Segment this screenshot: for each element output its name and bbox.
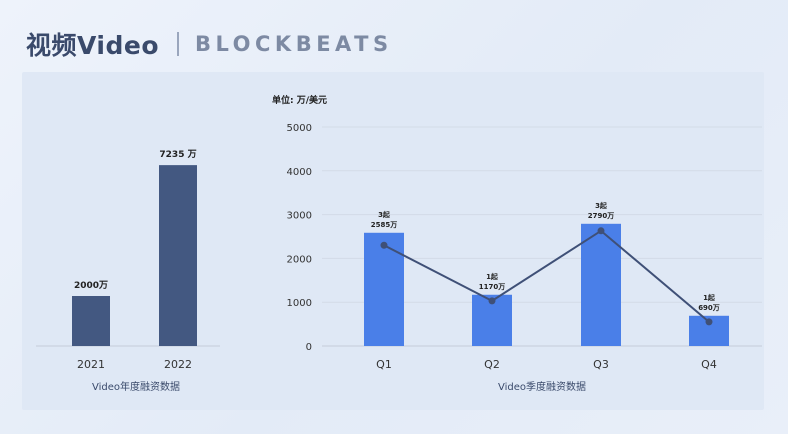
- y-tick-label-1000: 1000: [287, 298, 312, 309]
- trend-point-Q4: [705, 318, 713, 326]
- chart-panel: 2000万 2021 7235 万 2022 Video年度融资数据 单位: 万/美元 0…: [22, 72, 764, 410]
- amount-label-Q2: 1170万: [479, 283, 505, 291]
- trend-point-Q1: [380, 241, 388, 249]
- y-tick-label-4000: 4000: [287, 167, 312, 178]
- amount-label-Q3: 2790万: [588, 212, 614, 220]
- x-tick-label-Q4: Q4: [701, 358, 717, 371]
- header-divider: [177, 32, 180, 56]
- y-tick-label-0: 0: [306, 342, 312, 353]
- header: 视频Video BLOCKBEATS: [26, 24, 393, 64]
- bar-Q3: [581, 223, 621, 346]
- x-tick-label-2022: 2022: [164, 358, 192, 371]
- annual-financing-chart: 2000万 2021 7235 万 2022 Video年度融资数据: [36, 149, 220, 393]
- quarterly-financing-chart: 单位: 万/美元 0 1000 2000 3000 4000 5000 3起 2585万 Q1 1起…: [272, 94, 762, 393]
- trend-point-Q3: [597, 227, 605, 235]
- unit-label: 单位: 万/美元: [272, 94, 327, 106]
- blockbeats-logo: BLOCKBEATS: [195, 32, 393, 56]
- bar-Q1: [364, 232, 404, 346]
- x-tick-label-2021: 2021: [77, 358, 105, 371]
- data-label-2022: 7235 万: [159, 149, 196, 160]
- bar-2021: [72, 296, 110, 346]
- y-tick-label-3000: 3000: [287, 211, 312, 222]
- trend-line: [383, 229, 710, 323]
- count-label-Q4: 1起: [703, 293, 716, 302]
- x-axis-label: Video年度融资数据: [92, 380, 180, 393]
- x-tick-label-Q2: Q2: [484, 358, 500, 371]
- x-tick-label-Q3: Q3: [593, 358, 609, 371]
- y-tick-label-2000: 2000: [287, 254, 312, 265]
- data-label-2021: 2000万: [74, 280, 108, 291]
- trend-point-Q2: [488, 297, 496, 305]
- x-tick-label-Q1: Q1: [376, 358, 392, 371]
- count-label-Q2: 1起: [486, 272, 499, 281]
- amount-label-Q4: 690万: [698, 304, 720, 312]
- page-title: 视频Video: [26, 31, 160, 60]
- amount-label-Q1: 2585万: [371, 221, 397, 229]
- y-tick-label-5000: 5000: [287, 123, 312, 134]
- bar-2022: [159, 165, 197, 346]
- count-label-Q1: 3起: [378, 210, 391, 219]
- count-label-Q3: 3起: [595, 201, 608, 210]
- x-axis-label: Video季度融资数据: [498, 380, 586, 393]
